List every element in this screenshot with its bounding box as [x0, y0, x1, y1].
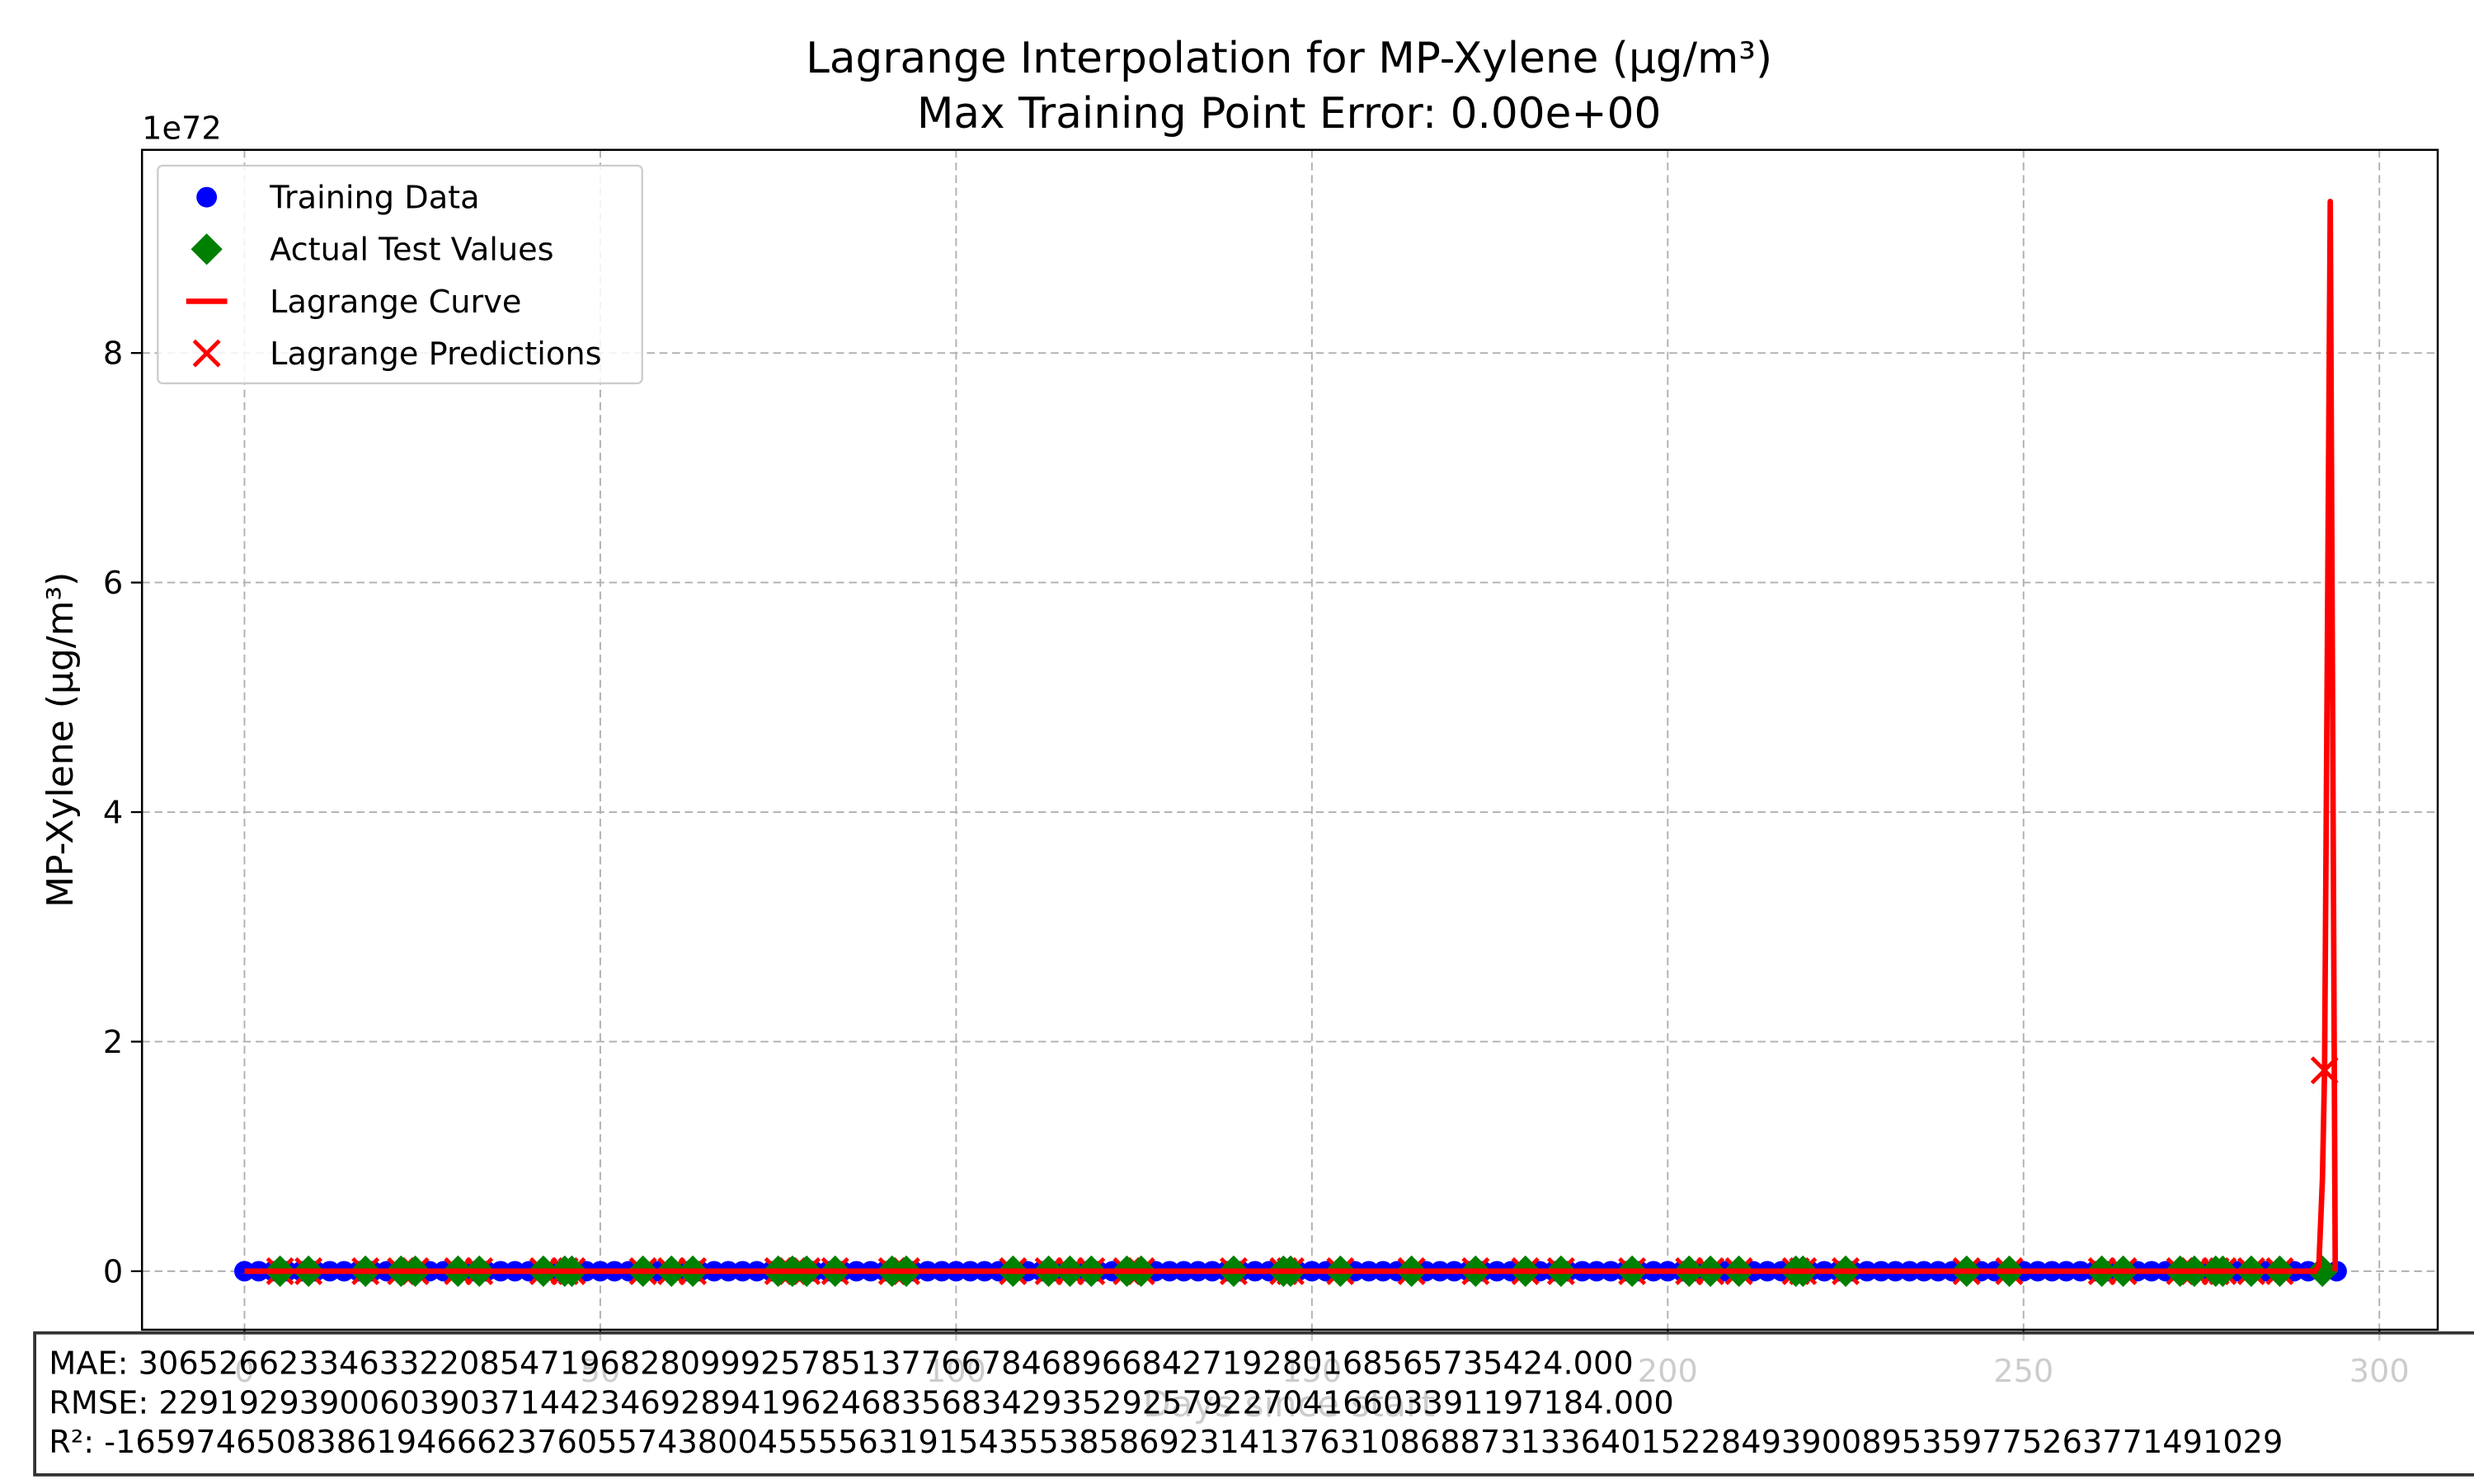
y-tick-label: 0 — [103, 1253, 123, 1290]
metric-text: R²: -16597465083861946662376055743800455… — [49, 1424, 2283, 1461]
legend-label: Lagrange Predictions — [270, 336, 601, 373]
y-tick-label: 6 — [103, 565, 123, 602]
legend-label: Lagrange Curve — [270, 284, 521, 321]
plot-frame — [140, 148, 2439, 1331]
y-tick-label: 8 — [103, 336, 123, 373]
legend-marker — [192, 339, 221, 368]
test-point — [2307, 1255, 2339, 1288]
legend: Training Data Actual Test Values Lagrange … — [157, 164, 643, 385]
y-axis-label: MP-Xylene (µg/m³) — [40, 572, 82, 908]
metric-text: RMSE: 2291929390060390371442346928941962… — [49, 1384, 1673, 1421]
metric-text: MAE: 30652662334633220854719682809992578… — [49, 1345, 1633, 1382]
legend-label: Training Data — [269, 180, 479, 217]
lagrange-curve — [244, 199, 2339, 1275]
y-tick-label: 2 — [103, 1024, 123, 1061]
legend-box — [157, 164, 643, 385]
chart-subtitle: Max Training Point Error: 0.00e+00 — [917, 89, 1662, 139]
y-offset-label: 1e72 — [142, 110, 222, 147]
chart-title: Lagrange Interpolation for MP-Xylene (µg… — [806, 34, 1772, 83]
legend-marker — [196, 186, 218, 208]
legend-label: Actual Test Values — [270, 232, 553, 269]
plot-area — [234, 199, 2347, 1288]
metrics-box — [33, 1331, 2474, 1477]
y-tick-label: 4 — [103, 794, 123, 831]
